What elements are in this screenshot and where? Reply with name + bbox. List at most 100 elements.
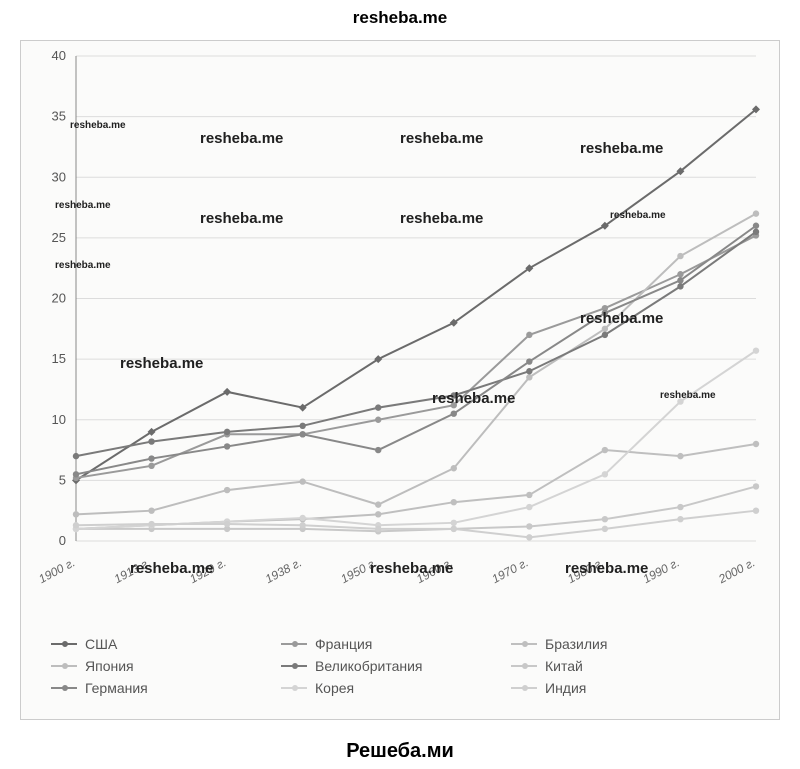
- legend-label: Бразилия: [545, 636, 607, 652]
- x-tick-label: 1980 г.: [565, 555, 606, 586]
- series-marker: [451, 410, 457, 416]
- legend-label: США: [85, 636, 117, 652]
- series-marker: [677, 253, 683, 259]
- legend-item: Индия: [511, 677, 741, 699]
- series-marker: [299, 423, 305, 429]
- y-tick-label: 10: [52, 412, 66, 427]
- legend-label: Корея: [315, 680, 354, 696]
- series-marker: [451, 392, 457, 398]
- legend-label: Франция: [315, 636, 372, 652]
- x-tick-label: 1900 г.: [36, 555, 77, 586]
- series-marker: [148, 521, 154, 527]
- series-line: [76, 232, 756, 456]
- y-tick-label: 30: [52, 169, 66, 184]
- series-marker: [602, 471, 608, 477]
- chart-container: 05101520253035401900 г.1913 г.1929 г.193…: [20, 40, 780, 720]
- x-tick-label: 1929 г.: [187, 555, 228, 586]
- series-marker: [602, 526, 608, 532]
- legend-swatch: [281, 643, 307, 645]
- series-marker: [602, 310, 608, 316]
- series-marker: [677, 277, 683, 283]
- series-marker: [602, 326, 608, 332]
- series-marker: [299, 522, 305, 528]
- series-marker: [375, 501, 381, 507]
- series-marker: [375, 404, 381, 410]
- series-marker: [677, 504, 683, 510]
- legend-label: Великобритания: [315, 658, 423, 674]
- legend-row: Япония Великобритания Китай: [51, 655, 751, 677]
- series-marker: [753, 483, 759, 489]
- series-line: [76, 235, 756, 478]
- series-marker: [451, 465, 457, 471]
- legend-swatch: [51, 665, 77, 667]
- series-marker: [148, 455, 154, 461]
- series-marker: [677, 283, 683, 289]
- series-marker: [451, 520, 457, 526]
- series-marker: [526, 504, 532, 510]
- series-marker: [224, 487, 230, 493]
- series-marker: [753, 229, 759, 235]
- series-marker: [375, 417, 381, 423]
- series-marker: [299, 431, 305, 437]
- y-tick-label: 35: [52, 109, 66, 124]
- series-marker: [73, 453, 79, 459]
- x-tick-label: 1950 г.: [338, 555, 379, 586]
- series-marker: [451, 526, 457, 532]
- legend-item: Франция: [281, 633, 511, 655]
- x-tick-label: 2000 г.: [715, 555, 757, 586]
- legend-swatch: [281, 687, 307, 689]
- legend-swatch: [511, 643, 537, 645]
- legend-item: Бразилия: [511, 633, 741, 655]
- series-marker: [677, 271, 683, 277]
- page: resheba.me 05101520253035401900 г.1913 г…: [0, 0, 800, 769]
- series-marker: [526, 358, 532, 364]
- series-line: [76, 214, 756, 515]
- series-marker: [148, 438, 154, 444]
- series-marker: [677, 516, 683, 522]
- legend-label: Япония: [85, 658, 134, 674]
- legend-label: Китай: [545, 658, 583, 674]
- y-tick-label: 25: [52, 230, 66, 245]
- x-tick-label: 1990 г.: [641, 555, 682, 586]
- legend-swatch: [511, 665, 537, 667]
- series-marker: [73, 522, 79, 528]
- legend-label: Германия: [85, 680, 148, 696]
- series-marker: [73, 471, 79, 477]
- legend-item: Корея: [281, 677, 511, 699]
- legend-swatch: [51, 643, 77, 645]
- series-marker: [224, 443, 230, 449]
- series-marker: [526, 332, 532, 338]
- legend-item: Китай: [511, 655, 741, 677]
- series-marker: [224, 429, 230, 435]
- series-marker: [753, 210, 759, 216]
- line-chart: 05101520253035401900 г.1913 г.1929 г.193…: [21, 41, 779, 631]
- series-marker: [526, 534, 532, 540]
- series-marker: [451, 402, 457, 408]
- series-marker: [451, 499, 457, 505]
- series-marker: [299, 515, 305, 521]
- series-line: [76, 226, 756, 475]
- legend-item: Япония: [51, 655, 281, 677]
- top-site-label: resheba.me: [0, 0, 800, 28]
- legend-row: США Франция Бразилия: [51, 633, 751, 655]
- x-tick-label: 1970 г.: [489, 555, 530, 586]
- series-marker: [526, 492, 532, 498]
- series-marker: [677, 453, 683, 459]
- series-marker: [148, 463, 154, 469]
- series-marker: [526, 374, 532, 380]
- legend-row: Германия Корея Индия: [51, 677, 751, 699]
- x-tick-label: 1960 г.: [414, 555, 455, 586]
- legend-item: Великобритания: [281, 655, 511, 677]
- series-marker: [753, 441, 759, 447]
- series-marker: [224, 521, 230, 527]
- series-marker: [375, 511, 381, 517]
- y-tick-label: 40: [52, 48, 66, 63]
- y-tick-label: 15: [52, 351, 66, 366]
- series-marker: [375, 526, 381, 532]
- legend-item: США: [51, 633, 281, 655]
- series-marker: [677, 398, 683, 404]
- series-marker: [148, 507, 154, 513]
- series-marker: [299, 478, 305, 484]
- series-marker: [526, 368, 532, 374]
- series-marker: [753, 347, 759, 353]
